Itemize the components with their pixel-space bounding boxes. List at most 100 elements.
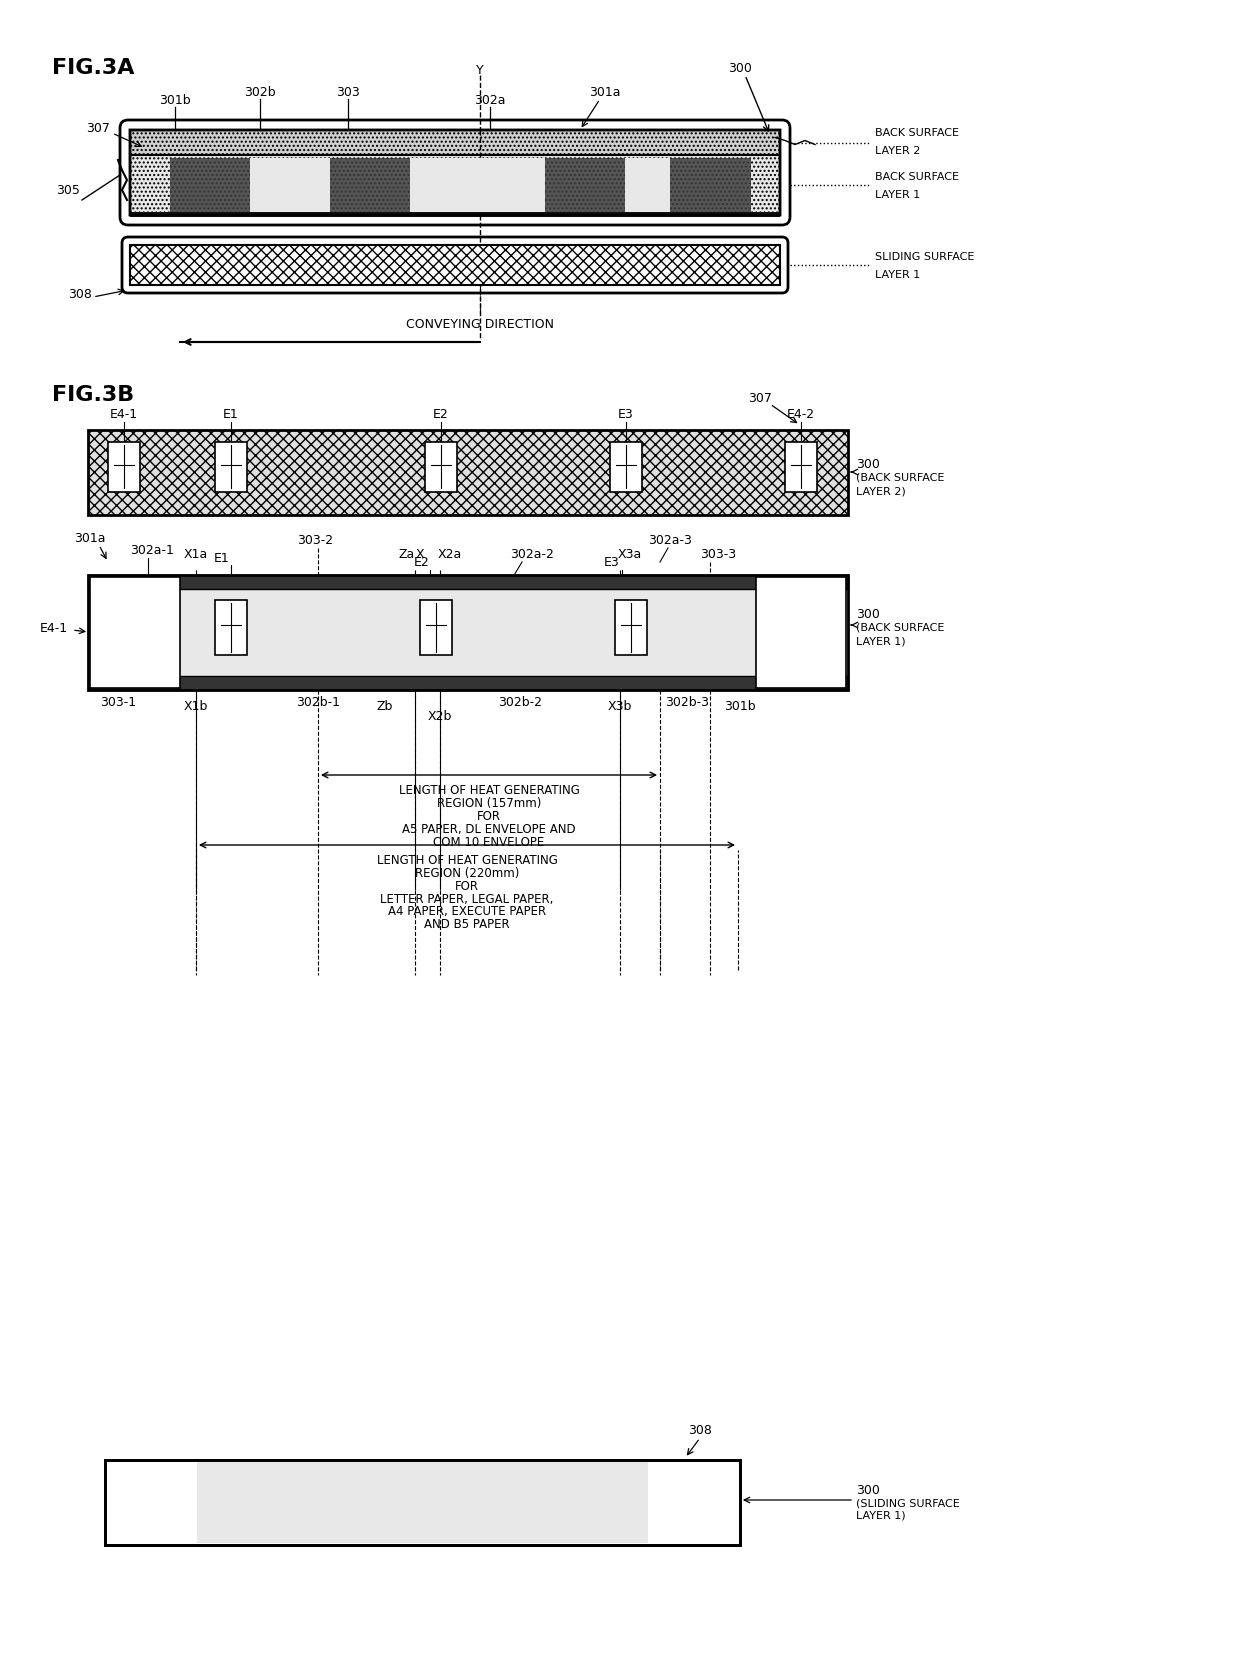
Bar: [170, 157, 250, 213]
Bar: [105, 1461, 740, 1544]
Text: 302b-3: 302b-3: [665, 695, 709, 709]
Bar: [197, 1462, 649, 1543]
Text: LAYER 2): LAYER 2): [856, 487, 905, 497]
Text: LETTER PAPER, LEGAL PAPER,: LETTER PAPER, LEGAL PAPER,: [381, 893, 554, 906]
Text: 300: 300: [856, 608, 880, 621]
Text: E1: E1: [215, 551, 229, 564]
Bar: [785, 442, 817, 492]
Bar: [625, 157, 670, 213]
Text: E3: E3: [604, 556, 620, 568]
Text: FIG.3B: FIG.3B: [52, 385, 134, 405]
Text: E2: E2: [433, 409, 449, 422]
Text: E2: E2: [414, 556, 430, 568]
Text: X3b: X3b: [608, 700, 632, 714]
Text: E3: E3: [618, 409, 634, 422]
Text: 301b: 301b: [159, 94, 191, 107]
Text: AND B5 PAPER: AND B5 PAPER: [424, 918, 510, 931]
Text: LENGTH OF HEAT GENERATING: LENGTH OF HEAT GENERATING: [377, 854, 558, 866]
Bar: [215, 442, 247, 492]
Text: E1: E1: [223, 409, 239, 422]
Text: 302b-2: 302b-2: [498, 695, 542, 709]
Text: 302a: 302a: [474, 94, 506, 107]
Text: LENGTH OF HEAT GENERATING: LENGTH OF HEAT GENERATING: [398, 784, 579, 797]
Bar: [88, 590, 848, 677]
Bar: [756, 576, 846, 688]
Bar: [105, 1461, 740, 1544]
Bar: [130, 245, 780, 285]
Text: LAYER 1: LAYER 1: [875, 270, 920, 280]
Text: 301a: 301a: [589, 85, 621, 99]
Text: 307: 307: [86, 122, 110, 134]
Text: 302b: 302b: [244, 85, 275, 99]
Text: (BACK SURFACE: (BACK SURFACE: [856, 623, 945, 633]
Text: 302b-1: 302b-1: [296, 695, 340, 709]
Text: X1b: X1b: [184, 700, 208, 714]
Text: 303-2: 303-2: [296, 534, 334, 546]
Bar: [88, 575, 848, 690]
Text: X2a: X2a: [438, 548, 463, 561]
Text: FOR: FOR: [455, 879, 479, 893]
Text: X1a: X1a: [184, 548, 208, 561]
Text: 303-3: 303-3: [701, 548, 737, 561]
Text: CONVEYING DIRECTION: CONVEYING DIRECTION: [405, 318, 554, 332]
Bar: [108, 442, 140, 492]
Text: 300: 300: [856, 1484, 880, 1496]
Text: FOR: FOR: [477, 809, 501, 822]
Text: BACK SURFACE: BACK SURFACE: [875, 127, 959, 137]
Text: 303-1: 303-1: [100, 695, 136, 709]
Bar: [130, 156, 780, 214]
Text: 308: 308: [68, 288, 92, 302]
Text: LAYER 1: LAYER 1: [875, 189, 920, 199]
Text: (BACK SURFACE: (BACK SURFACE: [856, 472, 945, 482]
Text: SLIDING SURFACE: SLIDING SURFACE: [875, 251, 975, 261]
Text: A4 PAPER, EXECUTE PAPER: A4 PAPER, EXECUTE PAPER: [388, 906, 546, 918]
Text: 303: 303: [336, 85, 360, 99]
Text: Y: Y: [476, 64, 484, 77]
Text: E4-2: E4-2: [787, 409, 815, 422]
Bar: [546, 157, 625, 213]
Text: Zb: Zb: [377, 700, 393, 714]
Text: X2b: X2b: [428, 710, 453, 724]
Bar: [215, 600, 247, 655]
Text: BACK SURFACE: BACK SURFACE: [875, 173, 959, 183]
Text: 302a-1: 302a-1: [130, 543, 174, 556]
Bar: [130, 131, 780, 156]
Text: LAYER 1): LAYER 1): [856, 1511, 905, 1521]
Text: E4-1: E4-1: [40, 621, 68, 635]
Text: Za: Za: [399, 548, 415, 561]
Bar: [649, 1462, 738, 1543]
Text: 301b: 301b: [724, 700, 756, 714]
Bar: [410, 157, 546, 213]
Text: A5 PAPER, DL ENVELOPE AND: A5 PAPER, DL ENVELOPE AND: [402, 822, 575, 836]
Text: E4-1: E4-1: [110, 409, 138, 422]
Text: 305: 305: [56, 184, 79, 196]
Bar: [88, 430, 848, 514]
Bar: [670, 157, 750, 213]
Bar: [250, 157, 330, 213]
Text: REGION (157mm): REGION (157mm): [436, 797, 541, 809]
Text: 308: 308: [688, 1424, 712, 1437]
Text: 300: 300: [728, 62, 751, 74]
Text: LAYER 2: LAYER 2: [875, 146, 920, 156]
Text: (SLIDING SURFACE: (SLIDING SURFACE: [856, 1497, 960, 1508]
Bar: [615, 600, 647, 655]
Bar: [610, 442, 642, 492]
Text: REGION (220mm): REGION (220mm): [415, 866, 520, 879]
Bar: [91, 576, 180, 688]
Bar: [88, 575, 848, 590]
Text: FIG.3A: FIG.3A: [52, 59, 134, 79]
Text: 302a-3: 302a-3: [649, 534, 692, 546]
Text: 300: 300: [856, 457, 880, 471]
Text: E4-2: E4-2: [774, 628, 802, 642]
Text: 301a: 301a: [74, 531, 105, 544]
Bar: [130, 213, 780, 218]
Text: 307: 307: [748, 392, 773, 404]
Text: X: X: [415, 548, 424, 561]
Bar: [88, 677, 848, 690]
Text: COM 10 ENVELOPE: COM 10 ENVELOPE: [433, 836, 544, 849]
Bar: [420, 600, 453, 655]
Bar: [107, 1462, 197, 1543]
Text: 302a-2: 302a-2: [510, 548, 554, 561]
Bar: [330, 157, 410, 213]
Text: LAYER 1): LAYER 1): [856, 636, 905, 647]
